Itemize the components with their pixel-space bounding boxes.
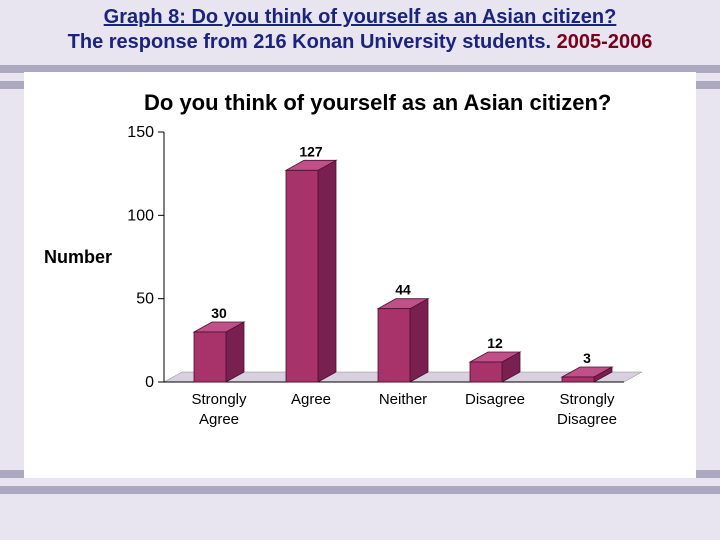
category-label: Agree [291,391,331,408]
category-label: Disagree [465,391,525,408]
slide: Graph 8: Do you think of yourself as an … [0,0,720,540]
y-tick-label: 50 [136,291,154,308]
category-label: Strongly [559,391,615,408]
bar [470,362,502,382]
bar-value-label: 127 [299,143,323,159]
category-label: Neither [379,391,427,408]
title-year: 2005-2006 [557,31,653,53]
category-label: Strongly [191,391,247,408]
bar-side [410,299,428,382]
bar [378,309,410,382]
title-line-1: Graph 8: Do you think of yourself as an … [20,6,700,29]
y-tick-label: 100 [127,207,154,224]
bar [286,170,318,382]
bar-value-label: 3 [583,350,591,366]
category-label: Disagree [557,411,617,428]
bar-value-label: 44 [395,282,411,298]
bar-side [226,322,244,382]
category-label: Agree [199,411,239,428]
y-tick-label: 150 [127,124,154,141]
slide-title: Graph 8: Do you think of yourself as an … [0,6,720,54]
y-tick-label: 0 [145,374,154,391]
title-line-2: The response from 216 Konan University s… [20,31,700,54]
chart-panel: Do you think of yourself as an Asian cit… [24,72,696,478]
title-line-2-text: The response from 216 Konan University s… [68,31,557,53]
bar [562,377,594,382]
bar-value-label: 30 [211,305,227,321]
bar-value-label: 12 [487,335,503,351]
bar [194,332,226,382]
bar-side [318,160,336,382]
chart-plot: 0 50 100 150 30 Strongly Agree 127 Agree 44 Neithe… [24,72,696,478]
